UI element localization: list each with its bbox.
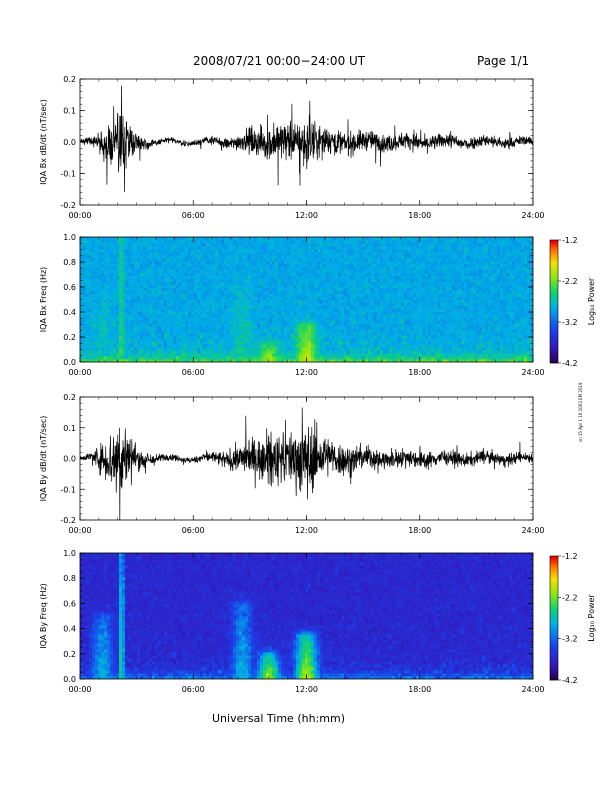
y-tick-label: 0.1: [63, 424, 76, 433]
page-indicator: Page 1/1: [477, 54, 530, 68]
colorbar-tick-label: -4.2: [562, 359, 578, 368]
x-axis-label: Universal Time (hh:mm): [212, 712, 345, 725]
y-tick-label: 0.0: [63, 455, 76, 464]
panel-2: -1.2 -2.2 -3.2 -4.2 Log₁₀ Power 1.0 0.8 0.6 0.4 0…: [39, 233, 596, 377]
colorbar-tick-label: -2.2: [562, 593, 578, 602]
x-tick-label: 00:00: [68, 526, 91, 535]
series-trace: [80, 407, 533, 520]
y-tick-label: 0.0: [63, 675, 76, 684]
colorbar: -1.2 -2.2 -3.2 -4.2 Log₁₀ Power: [549, 552, 596, 685]
y-tick-label: -0.1: [60, 485, 76, 494]
y-tick-label: 0.4: [63, 308, 76, 317]
y-axis-label: IQA Bx Freq (Hz): [39, 267, 48, 333]
colorbar-tick-label: -2.2: [562, 277, 578, 286]
y-axis-label: IQA Bx dB/dt (nT/sec): [39, 99, 48, 185]
y-tick-label: 0.8: [63, 258, 76, 267]
x-tick-label: 06:00: [182, 368, 205, 377]
x-tick-label: 12:00: [295, 368, 318, 377]
y-tick-label: 0.2: [63, 75, 76, 84]
x-tick-label: 00:00: [68, 685, 91, 694]
colorbar-tick-label: -3.2: [562, 318, 578, 327]
y-tick-label: 0.6: [63, 599, 76, 608]
colorbar-tick-label: -4.2: [562, 676, 578, 685]
x-tick-label: 24:00: [521, 368, 544, 377]
panel-4: -1.2 -2.2 -3.2 -4.2 Log₁₀ Power 1.0 0.8 0.6 0.4 0…: [39, 549, 596, 694]
y-tick-label: -0.2: [60, 201, 76, 210]
x-tick-label: 12:00: [295, 526, 318, 535]
y-tick-label: 0.2: [63, 650, 76, 659]
plot-title: 2008/07/21 00:00−24:00 UT: [193, 54, 366, 68]
panel-3: 0.2 0.1 0.0 -0.1 -0.200:00 06:00 12:00 18:00 24:…: [39, 393, 545, 535]
spectrogram: [80, 553, 533, 679]
y-axis-label: IQA By Freq (Hz): [39, 583, 48, 649]
spectrogram: [80, 237, 533, 362]
y-axis-label: IQA By dB/dt (nT/sec): [39, 416, 48, 502]
y-tick-label: 1.0: [63, 549, 76, 558]
y-tick-label: -0.1: [60, 170, 76, 179]
y-tick-label: 0.4: [63, 625, 76, 634]
colorbar-label: Log₁₀ Power: [587, 277, 596, 325]
y-tick-label: 0.0: [63, 358, 76, 367]
y-tick-label: 0.2: [63, 393, 76, 402]
panel-1: 0.2 0.1 0.0 -0.1 -0.200:00 06:00 12:00 18:00 24:…: [39, 75, 545, 220]
colorbar-tick-label: -3.2: [562, 635, 578, 644]
x-tick-label: 12:00: [295, 685, 318, 694]
x-tick-label: 06:00: [182, 211, 205, 220]
x-tick-label: 18:00: [408, 526, 431, 535]
colorbar-tick-label: -1.2: [562, 552, 578, 561]
colorbar-label: Log₁₀ Power: [587, 594, 596, 642]
y-tick-label: -0.2: [60, 516, 76, 525]
x-tick-label: 24:00: [521, 685, 544, 694]
x-tick-label: 00:00: [68, 368, 91, 377]
colorbar: -1.2 -2.2 -3.2 -4.2 Log₁₀ Power: [549, 236, 596, 368]
x-tick-label: 18:00: [408, 685, 431, 694]
y-tick-label: 1.0: [63, 233, 76, 242]
x-tick-label: 06:00: [182, 685, 205, 694]
y-tick-label: 0.8: [63, 574, 76, 583]
y-tick-label: 0.1: [63, 107, 76, 116]
series-trace: [80, 85, 533, 193]
plot-frame: [79, 78, 534, 206]
x-tick-label: 18:00: [408, 368, 431, 377]
x-tick-label: 00:00: [68, 211, 91, 220]
colorbar-tick-label: -1.2: [562, 236, 578, 245]
x-tick-label: 06:00: [182, 526, 205, 535]
x-tick-label: 18:00: [408, 211, 431, 220]
y-tick-label: 0.6: [63, 283, 76, 292]
y-tick-label: 0.2: [63, 333, 76, 342]
x-tick-label: 24:00: [521, 526, 544, 535]
x-tick-label: 12:00: [295, 211, 318, 220]
y-tick-label: 0.0: [63, 138, 76, 147]
x-tick-label: 24:00: [521, 211, 544, 220]
